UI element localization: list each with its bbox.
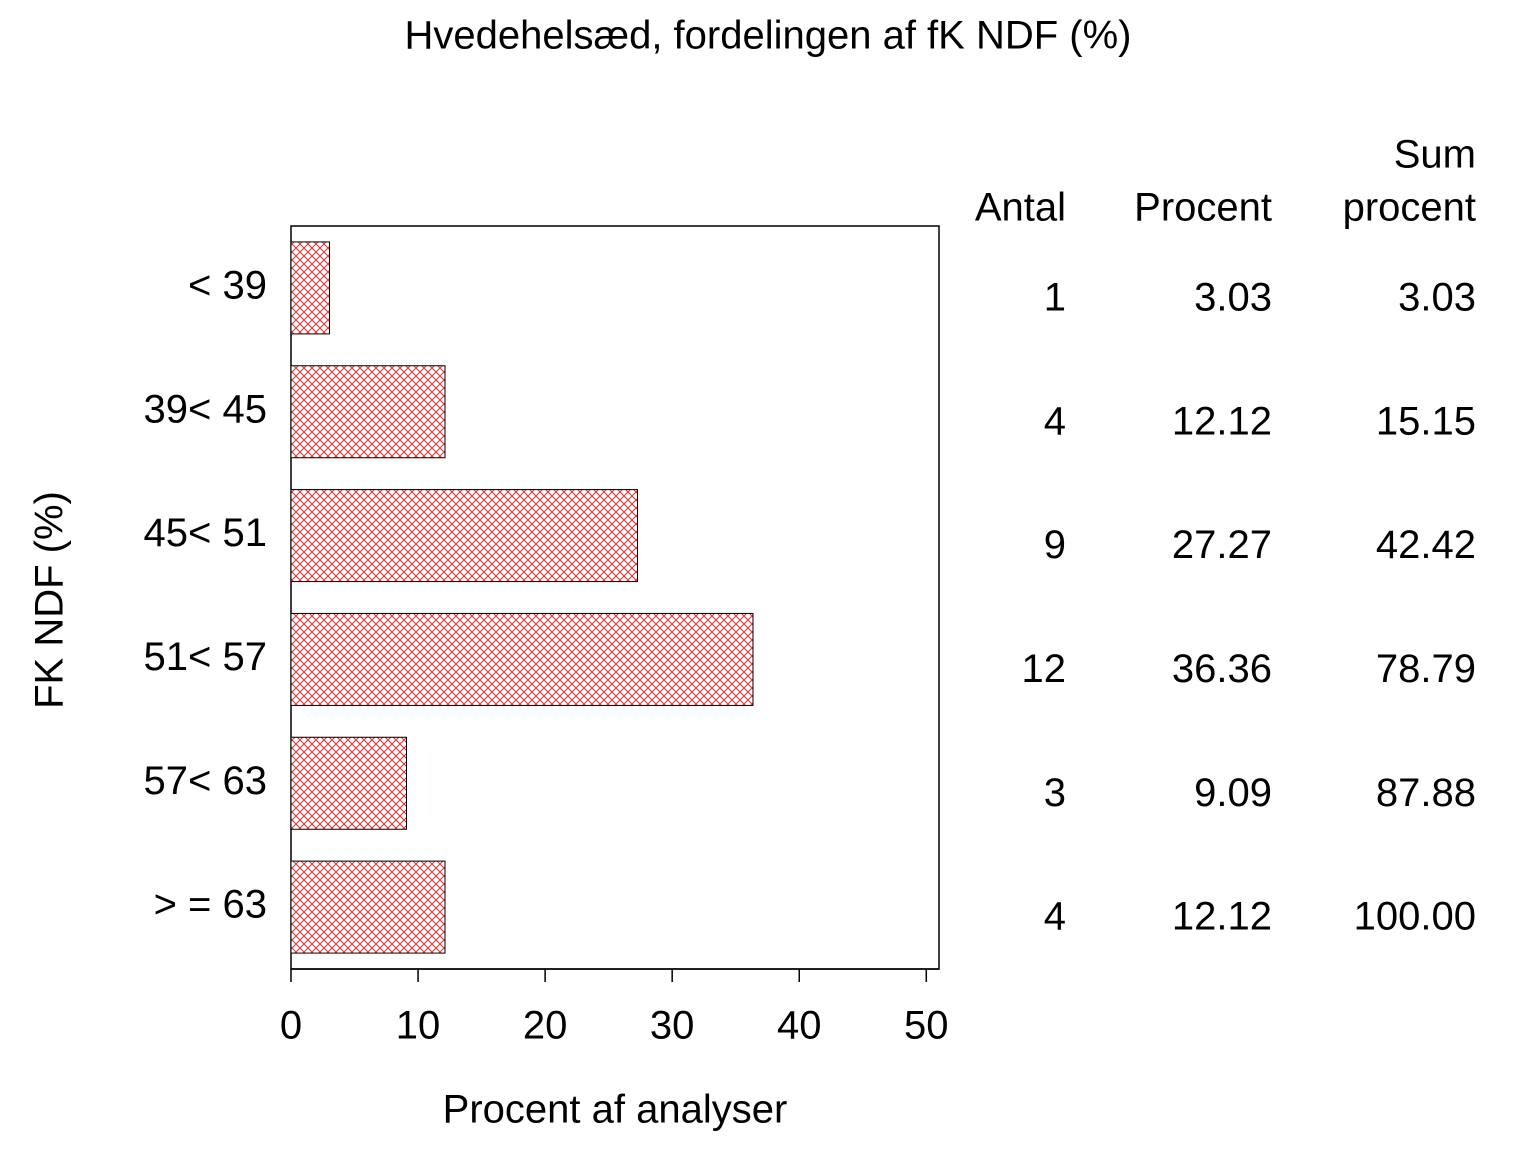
table-cell: 12 bbox=[1022, 647, 1067, 691]
table-cell: 36.36 bbox=[1172, 647, 1272, 691]
table-cell: 4 bbox=[1044, 895, 1066, 939]
table-cell: 4 bbox=[1044, 399, 1066, 443]
bar bbox=[290, 860, 446, 954]
x-tick-label: 0 bbox=[280, 1004, 302, 1048]
table-header: procent bbox=[1343, 186, 1476, 230]
y-tick-label: 51< 57 bbox=[144, 635, 267, 679]
table-cell: 15.15 bbox=[1376, 399, 1476, 443]
table-cell: 42.42 bbox=[1376, 523, 1476, 567]
y-axis-label: FK NDF (%) bbox=[28, 491, 72, 709]
table-cell: 27.27 bbox=[1172, 523, 1272, 567]
chart-title: Hvedehelsæd, fordelingen af fK NDF (%) bbox=[405, 14, 1132, 58]
plot-frame bbox=[290, 225, 940, 970]
table-cell: 9.09 bbox=[1194, 771, 1272, 815]
bar bbox=[290, 365, 446, 459]
table-cell: 1 bbox=[1044, 275, 1066, 319]
x-axis-label: Procent af analyser bbox=[443, 1088, 788, 1132]
table-cell: 3 bbox=[1044, 771, 1066, 815]
x-tick-label: 30 bbox=[650, 1004, 695, 1048]
x-tick-label: 40 bbox=[777, 1004, 822, 1048]
y-tick-label: 57< 63 bbox=[144, 759, 267, 803]
table-cell: 12.12 bbox=[1172, 895, 1272, 939]
table-cell: 78.79 bbox=[1376, 647, 1476, 691]
bar bbox=[290, 489, 638, 583]
x-tick-label: 20 bbox=[523, 1004, 568, 1048]
table-cell: 3.03 bbox=[1398, 275, 1476, 319]
y-tick-label: 39< 45 bbox=[144, 387, 267, 431]
table-cell: 12.12 bbox=[1172, 399, 1272, 443]
table-cell: 9 bbox=[1044, 523, 1066, 567]
table-header: Sum bbox=[1394, 133, 1476, 177]
x-tick-label: 10 bbox=[396, 1004, 441, 1048]
bar bbox=[290, 612, 754, 706]
table-header: Procent bbox=[1134, 186, 1272, 230]
x-tick-label: 50 bbox=[904, 1004, 949, 1048]
table-cell: 87.88 bbox=[1376, 771, 1476, 815]
y-tick-label: > = 63 bbox=[154, 883, 267, 927]
table-header: Antal bbox=[975, 186, 1066, 230]
y-tick-label: 45< 51 bbox=[144, 511, 267, 555]
bar bbox=[290, 241, 330, 335]
y-tick-label: < 39 bbox=[188, 263, 267, 307]
table-cell: 3.03 bbox=[1194, 275, 1272, 319]
bar bbox=[290, 736, 407, 830]
table-cell: 100.00 bbox=[1354, 895, 1476, 939]
